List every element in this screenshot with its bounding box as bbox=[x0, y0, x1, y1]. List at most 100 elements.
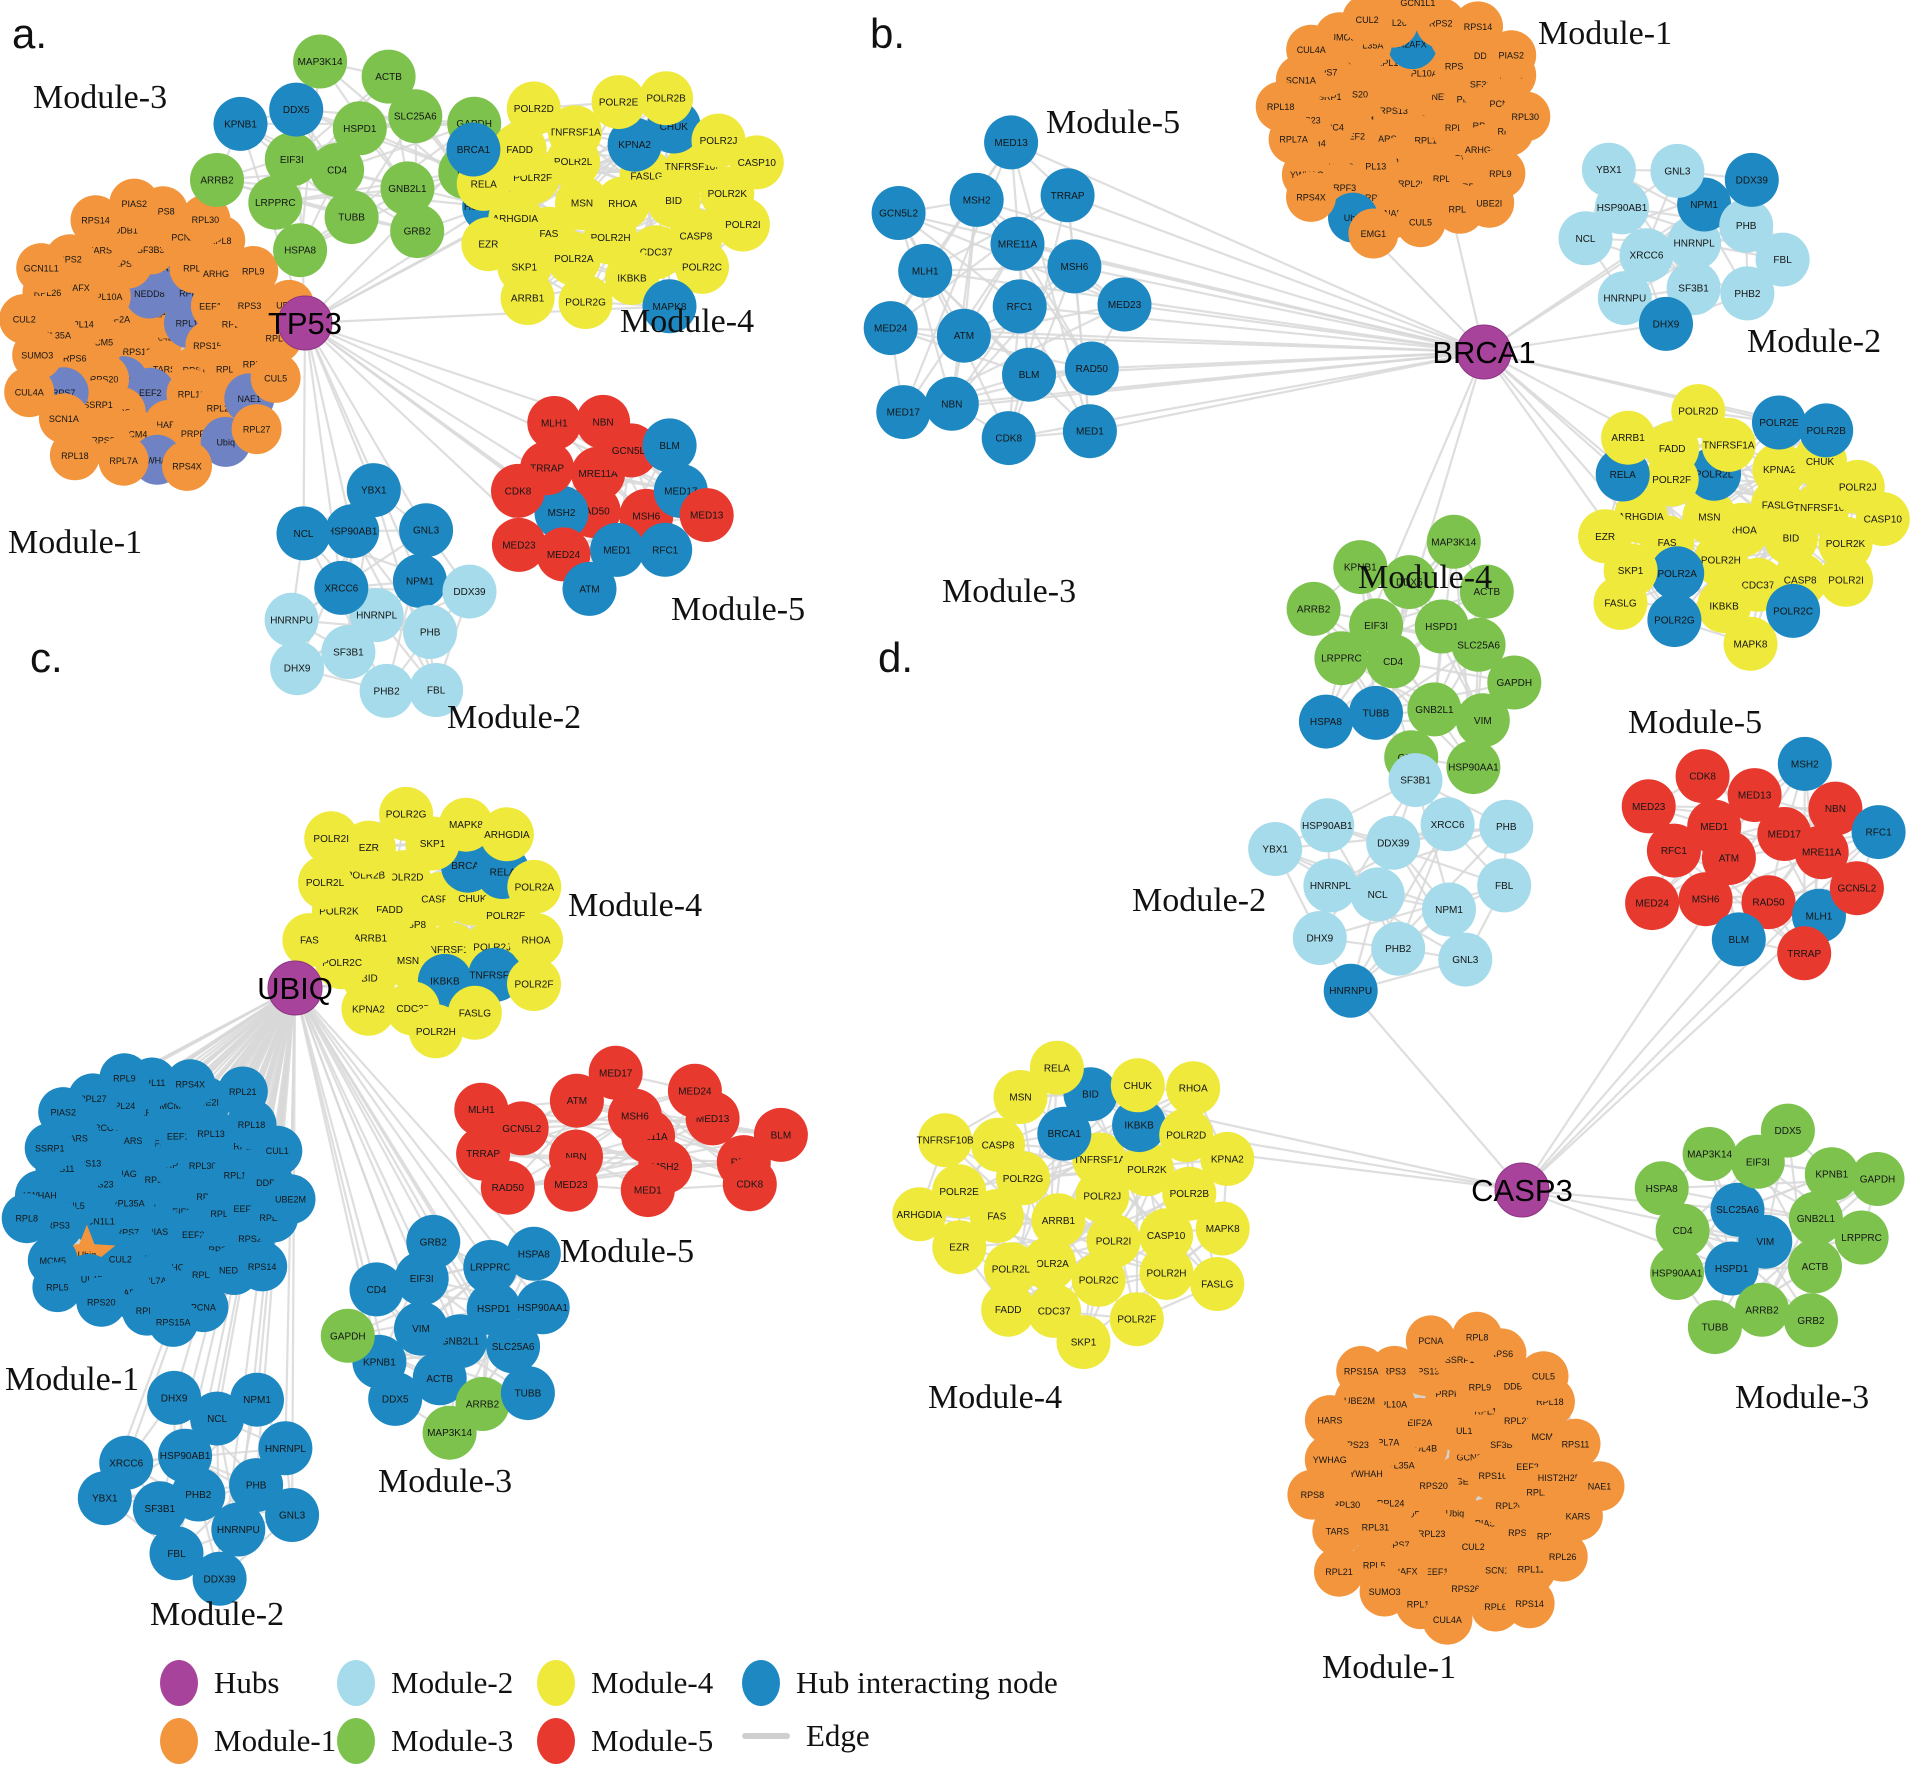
node-HNRNPL[interactable]: HNRNPL bbox=[258, 1421, 313, 1476]
node-MED24[interactable]: MED24 bbox=[863, 301, 918, 356]
node-MLH1[interactable]: MLH1 bbox=[527, 396, 582, 450]
hub-UBIQ[interactable]: UBIQ bbox=[257, 960, 333, 1016]
node-NAE1[interactable]: NAE1 bbox=[1574, 1461, 1625, 1512]
node-KPNA2[interactable]: KPNA2 bbox=[341, 981, 396, 1036]
node-TRRAP[interactable]: TRRAP bbox=[1040, 168, 1095, 223]
node-MED1[interactable]: MED1 bbox=[1062, 404, 1117, 459]
node-PIAS2[interactable]: PIAS2 bbox=[1486, 30, 1537, 81]
node-MAPK8[interactable]: MAPK8 bbox=[1195, 1201, 1250, 1256]
node-POLR2E[interactable]: POLR2E bbox=[1752, 395, 1806, 450]
node-POLR2C[interactable]: POLR2C bbox=[1766, 583, 1821, 638]
node-HSPD1[interactable]: HSPD1 bbox=[332, 101, 387, 156]
node-CUL4A[interactable]: CUL4A bbox=[1286, 24, 1337, 75]
node-YBX1[interactable]: YBX1 bbox=[1248, 822, 1303, 876]
node-CUL4A[interactable]: CUL4A bbox=[1422, 1594, 1473, 1645]
node-HSPA8[interactable]: HSPA8 bbox=[1634, 1161, 1689, 1216]
node-MAP3K14[interactable]: MAP3K14 bbox=[422, 1405, 477, 1460]
node-POLR2B[interactable]: POLR2B bbox=[1799, 403, 1854, 458]
node-GNB2L1[interactable]: GNB2L1 bbox=[1407, 682, 1462, 737]
node-DDX39[interactable]: DDX39 bbox=[1724, 152, 1779, 207]
node-PHB2[interactable]: PHB2 bbox=[1371, 921, 1426, 976]
hub-CASP3[interactable]: CASP3 bbox=[1471, 1162, 1573, 1218]
node-POLR2B[interactable]: POLR2B bbox=[639, 71, 694, 126]
node-HSPA8[interactable]: HSPA8 bbox=[1298, 694, 1353, 749]
node-YBX1[interactable]: YBX1 bbox=[1581, 142, 1636, 197]
node-MED13[interactable]: MED13 bbox=[679, 488, 734, 543]
node-MED23[interactable]: MED23 bbox=[491, 517, 546, 572]
node-POLR2G[interactable]: POLR2G bbox=[558, 275, 613, 329]
node-RPS4X[interactable]: RPS4X bbox=[1286, 171, 1336, 222]
node-ARRB2[interactable]: ARRB2 bbox=[1286, 581, 1341, 636]
node-TUBB[interactable]: TUBB bbox=[324, 190, 379, 245]
node-RPL21[interactable]: RPL21 bbox=[217, 1066, 268, 1117]
node-POLR2I[interactable]: POLR2I bbox=[304, 811, 359, 866]
node-BLM[interactable]: BLM bbox=[1711, 912, 1766, 967]
node-CDK8[interactable]: CDK8 bbox=[722, 1157, 777, 1212]
node-BLM[interactable]: BLM bbox=[1002, 347, 1056, 402]
node-POLR2C[interactable]: POLR2C bbox=[1071, 1252, 1126, 1307]
node-XRCC6[interactable]: XRCC6 bbox=[1420, 797, 1475, 852]
node-MED17[interactable]: MED17 bbox=[588, 1045, 643, 1100]
node-NCL[interactable]: NCL bbox=[1350, 867, 1405, 922]
node-RFC1[interactable]: RFC1 bbox=[638, 522, 693, 577]
node-FAS[interactable]: FAS bbox=[282, 913, 337, 968]
node-MSH2[interactable]: MSH2 bbox=[949, 172, 1004, 227]
node-RPS14[interactable]: RPS14 bbox=[237, 1241, 288, 1292]
node-MRE11A[interactable]: MRE11A bbox=[990, 216, 1045, 271]
node-MED17[interactable]: MED17 bbox=[876, 385, 931, 440]
node-TUBB[interactable]: TUBB bbox=[500, 1366, 555, 1421]
node-EZR[interactable]: EZR bbox=[461, 217, 516, 272]
node-HNRNPU[interactable]: HNRNPU bbox=[211, 1502, 266, 1557]
node-CDK8[interactable]: CDK8 bbox=[1675, 749, 1730, 804]
node-HSP90AA1[interactable]: HSP90AA1 bbox=[1446, 740, 1501, 795]
node-GCN1L1[interactable]: GCN1L1 bbox=[16, 243, 67, 294]
node-CHUK[interactable]: CHUK bbox=[1110, 1058, 1165, 1113]
node-POLR2I[interactable]: POLR2I bbox=[715, 197, 770, 252]
node-RPS8[interactable]: RPS8 bbox=[1287, 1469, 1338, 1520]
node-CUL5[interactable]: CUL5 bbox=[1395, 197, 1446, 248]
node-KPNB1[interactable]: KPNB1 bbox=[213, 96, 268, 151]
node-CUL5[interactable]: CUL5 bbox=[250, 352, 301, 403]
node-MED23[interactable]: MED23 bbox=[1621, 779, 1676, 834]
node-GCN5L2[interactable]: GCN5L2 bbox=[871, 186, 926, 240]
node-FBL[interactable]: FBL bbox=[1755, 232, 1810, 287]
node-RPL30[interactable]: RPL30 bbox=[1500, 91, 1551, 142]
node-GNL3[interactable]: GNL3 bbox=[1438, 932, 1493, 987]
node-CUL1[interactable]: CUL1 bbox=[252, 1125, 303, 1176]
node-NPM1[interactable]: NPM1 bbox=[1422, 882, 1476, 937]
node-RPS15A[interactable]: RPS15A bbox=[1336, 1346, 1387, 1396]
node-GNL3[interactable]: GNL3 bbox=[1650, 143, 1705, 198]
node-MED24[interactable]: MED24 bbox=[667, 1063, 722, 1118]
node-MED24[interactable]: MED24 bbox=[1625, 876, 1680, 931]
node-NCL[interactable]: NCL bbox=[1558, 211, 1613, 266]
node-POLR2G[interactable]: POLR2G bbox=[379, 786, 434, 841]
node-PHB2[interactable]: PHB2 bbox=[359, 663, 414, 718]
node-BLM[interactable]: BLM bbox=[642, 418, 697, 473]
node-SF3B1[interactable]: SF3B1 bbox=[1388, 753, 1443, 808]
node-TUBB[interactable]: TUBB bbox=[1349, 685, 1403, 740]
node-DHX9[interactable]: DHX9 bbox=[1639, 296, 1693, 351]
node-HSP90AB1[interactable]: HSP90AB1 bbox=[1300, 798, 1355, 853]
node-RPL26[interactable]: RPL26 bbox=[1537, 1531, 1588, 1582]
node-RPL9[interactable]: RPL9 bbox=[99, 1053, 150, 1104]
node-BRCA1[interactable]: BRCA1 bbox=[446, 122, 501, 177]
node-CDK8[interactable]: CDK8 bbox=[981, 411, 1036, 466]
node-ARRB1[interactable]: ARRB1 bbox=[500, 271, 555, 325]
node-MAP3K14[interactable]: MAP3K14 bbox=[293, 34, 348, 89]
node-PCNA[interactable]: PCNA bbox=[1405, 1315, 1456, 1366]
node-RFC1[interactable]: RFC1 bbox=[992, 279, 1047, 334]
node-CUL4A[interactable]: CUL4A bbox=[4, 367, 55, 418]
node-RELA[interactable]: RELA bbox=[1029, 1040, 1084, 1095]
node-RPL8[interactable]: RPL8 bbox=[1, 1193, 52, 1244]
node-RPL5[interactable]: RPL5 bbox=[32, 1262, 83, 1313]
node-FASLG[interactable]: FASLG bbox=[1190, 1257, 1245, 1311]
node-ARRB2[interactable]: ARRB2 bbox=[190, 153, 244, 207]
node-MLH1[interactable]: MLH1 bbox=[454, 1082, 509, 1137]
node-RPS20[interactable]: RPS20 bbox=[76, 1276, 127, 1327]
node-DHX9[interactable]: DHX9 bbox=[1292, 911, 1347, 965]
node-MSH2[interactable]: MSH2 bbox=[1777, 736, 1832, 791]
node-RPS11[interactable]: RPS11 bbox=[1550, 1418, 1601, 1469]
node-RFC1[interactable]: RFC1 bbox=[1851, 805, 1906, 860]
node-CUL2[interactable]: CUL2 bbox=[0, 294, 50, 344]
node-NPM1[interactable]: NPM1 bbox=[230, 1372, 284, 1427]
